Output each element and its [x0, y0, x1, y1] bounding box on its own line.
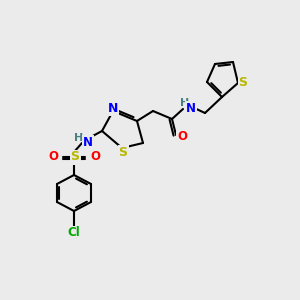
Text: S: S	[238, 76, 247, 89]
Text: O: O	[177, 130, 187, 142]
Text: S: S	[70, 151, 80, 164]
Text: Cl: Cl	[68, 226, 80, 239]
Text: N: N	[108, 101, 118, 115]
Text: O: O	[90, 151, 100, 164]
Text: O: O	[48, 151, 58, 164]
Text: N: N	[83, 136, 93, 148]
Text: S: S	[118, 146, 127, 158]
Text: H: H	[74, 133, 84, 143]
Text: N: N	[186, 101, 196, 115]
Text: H: H	[180, 98, 190, 108]
